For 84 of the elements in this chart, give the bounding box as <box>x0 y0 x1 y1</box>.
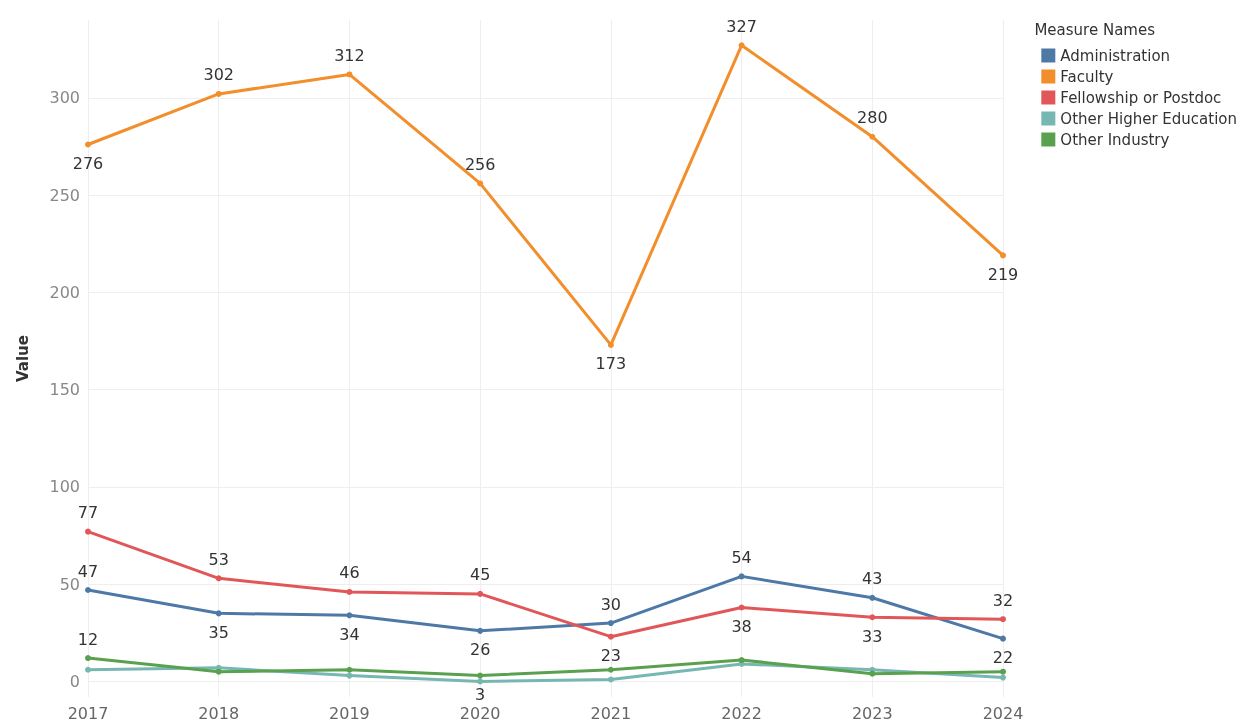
y-axis-title: Value <box>13 335 32 382</box>
x-tick-label: 2020 <box>459 703 501 721</box>
point <box>215 90 222 97</box>
data-label: 219 <box>987 264 1019 284</box>
data-label: 53 <box>208 549 229 569</box>
point <box>869 133 876 140</box>
point <box>1000 252 1006 259</box>
legend-label: Fellowship or Postdoc <box>1060 88 1222 107</box>
point <box>477 590 484 597</box>
x-tick-label: 2023 <box>851 703 893 721</box>
point <box>215 610 222 617</box>
data-label: 256 <box>464 154 496 174</box>
point <box>85 587 91 593</box>
point <box>869 594 876 601</box>
data-label: 33 <box>862 626 883 646</box>
point <box>215 668 222 675</box>
y-tick-label: 0 <box>69 671 80 691</box>
legend-label: Other Higher Education <box>1060 109 1238 128</box>
point <box>215 575 222 582</box>
point <box>1000 616 1006 623</box>
data-label: 54 <box>731 547 752 567</box>
point <box>1000 635 1006 642</box>
point <box>607 676 614 683</box>
point <box>869 670 876 677</box>
data-label: 77 <box>77 503 99 523</box>
y-tick-label: 300 <box>49 88 80 108</box>
x-tick-label: 2021 <box>590 703 632 721</box>
point <box>738 42 745 49</box>
point <box>346 588 353 595</box>
point <box>477 180 484 187</box>
data-label: 12 <box>77 629 99 649</box>
x-tick-label: 2018 <box>198 703 240 721</box>
data-label: 30 <box>600 594 622 614</box>
data-label: 327 <box>726 16 757 36</box>
data-label: 43 <box>862 569 883 589</box>
y-tick-label: 50 <box>59 574 80 594</box>
point <box>85 141 91 148</box>
point <box>738 573 745 580</box>
point <box>607 666 614 673</box>
point <box>346 672 353 679</box>
data-label: 280 <box>857 108 888 128</box>
point <box>346 666 353 673</box>
x-tick-label: 2024 <box>982 703 1024 721</box>
point <box>346 71 353 78</box>
legend-label: Administration <box>1060 46 1171 65</box>
data-label: 45 <box>469 565 491 585</box>
data-label: 22 <box>992 648 1014 668</box>
point <box>1000 674 1006 681</box>
y-tick-label: 200 <box>49 282 80 302</box>
point <box>85 528 91 535</box>
data-label: 47 <box>77 561 99 581</box>
data-label: 26 <box>469 640 491 660</box>
data-label: 302 <box>203 65 234 85</box>
point <box>607 620 614 627</box>
legend-label: Faculty <box>1060 67 1114 86</box>
data-label: 38 <box>731 617 752 637</box>
data-label: 34 <box>339 624 360 644</box>
point <box>477 672 484 679</box>
data-label: 3 <box>475 685 486 705</box>
point <box>477 678 484 685</box>
x-tick-label: 2022 <box>721 703 762 721</box>
point <box>738 604 745 611</box>
point <box>1000 668 1006 675</box>
point <box>85 655 91 662</box>
data-label: 173 <box>595 354 627 374</box>
y-tick-label: 150 <box>49 380 80 400</box>
point <box>607 341 614 348</box>
data-label: 46 <box>339 563 360 583</box>
data-label: 35 <box>208 622 229 642</box>
x-tick-label: 2017 <box>67 703 109 721</box>
data-label: 23 <box>600 646 622 666</box>
point <box>85 666 91 673</box>
point <box>869 614 876 621</box>
data-label: 32 <box>992 590 1014 610</box>
point <box>607 633 614 640</box>
point <box>346 612 353 619</box>
y-tick-label: 100 <box>49 477 80 497</box>
y-tick-label: 250 <box>49 185 80 205</box>
data-label: 276 <box>72 154 104 174</box>
legend-label: Other Industry <box>1060 130 1170 149</box>
legend-title: Measure Names <box>1034 20 1156 39</box>
data-label: 312 <box>334 45 365 65</box>
point <box>477 627 484 634</box>
x-tick-label: 2019 <box>329 703 370 721</box>
